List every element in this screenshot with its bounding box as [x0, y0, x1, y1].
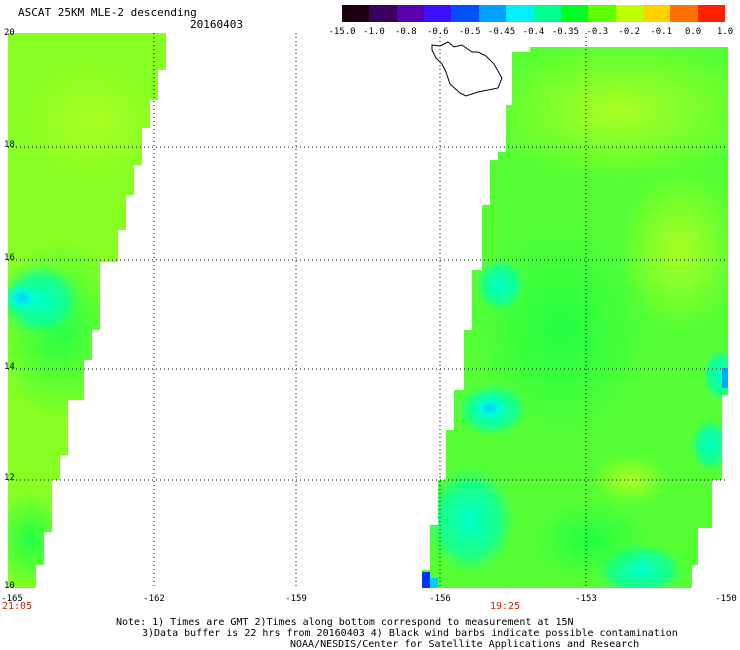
colorbar-label: -0.4 — [522, 27, 545, 37]
colorbar-label: -0.3 — [586, 27, 609, 37]
colorbar-labels: -15.0 -1.0 -0.8 -0.6 -0.5 -0.45 -0.4 -0.35 -0.3-… — [328, 27, 734, 39]
note-credit: NOAA/NESDIS/Center for Satellite Applica… — [290, 639, 640, 650]
colorbar-swatch — [396, 5, 425, 22]
colorbar-swatch — [478, 5, 507, 22]
colorbar-swatch — [615, 5, 643, 22]
colorbar-label: -0.2 — [618, 27, 641, 37]
colorbar-label: -0.5 — [458, 27, 481, 37]
colorbar-swatch — [533, 5, 561, 22]
lon-label-165: -165 — [1, 594, 23, 604]
colorbar-swatch — [506, 5, 534, 22]
lat-label-16: 16 — [4, 253, 15, 263]
lon-label-150: -150 — [715, 594, 737, 604]
colorbar-swatch — [642, 5, 671, 22]
colorbar-swatch — [670, 5, 698, 22]
lat-label-10: 10 — [4, 581, 15, 591]
lat-label-14: 14 — [4, 362, 15, 372]
colorbar-swatch — [451, 5, 479, 22]
colorbar-label: -0.35 — [551, 27, 579, 37]
lon-label-156: -156 — [429, 594, 451, 604]
colorbar-swatch — [560, 5, 589, 22]
lat-label-20: 20 — [4, 28, 15, 38]
lat-label-12: 12 — [4, 473, 15, 483]
colorbar-swatch — [369, 5, 397, 22]
colorbar-label: -15.0 — [328, 27, 356, 37]
lon-label-159: -159 — [285, 594, 307, 604]
map-date: 20160403 — [190, 18, 243, 31]
map-title: ASCAT 25KM MLE-2 descending — [18, 6, 197, 19]
colorbar-label: 0.0 — [684, 27, 702, 37]
colorbar-label: -1.0 — [363, 27, 385, 37]
lon-label-153: -153 — [575, 594, 597, 604]
colorbar-label: -0.8 — [394, 27, 417, 37]
colorbar-label: 1.0 — [716, 27, 734, 37]
gridlines — [8, 33, 728, 588]
colorbar-swatch — [342, 5, 370, 22]
colorbar — [342, 5, 726, 22]
colorbar-swatch — [424, 5, 452, 22]
right-swath — [422, 47, 728, 588]
colorbar-swatch — [588, 5, 616, 22]
pass-time-right: 19:25 — [490, 601, 521, 612]
coastline-hawaii — [431, 41, 503, 97]
left-swath — [8, 33, 166, 588]
note-line-1: Note: 1) Times are GMT 2)Times along bot… — [116, 617, 574, 628]
colorbar-label: -0.1 — [650, 27, 672, 37]
colorbar-label: -0.45 — [488, 27, 516, 37]
colorbar-swatch — [697, 5, 726, 22]
lat-label-18: 18 — [4, 140, 15, 150]
pass-time-left: 21:05 — [2, 601, 33, 612]
colorbar-label: -0.6 — [426, 27, 449, 37]
note-line-2: 3)Data buffer is 22 hrs from 20160403 4)… — [142, 628, 678, 639]
lon-label-162: -162 — [143, 594, 165, 604]
